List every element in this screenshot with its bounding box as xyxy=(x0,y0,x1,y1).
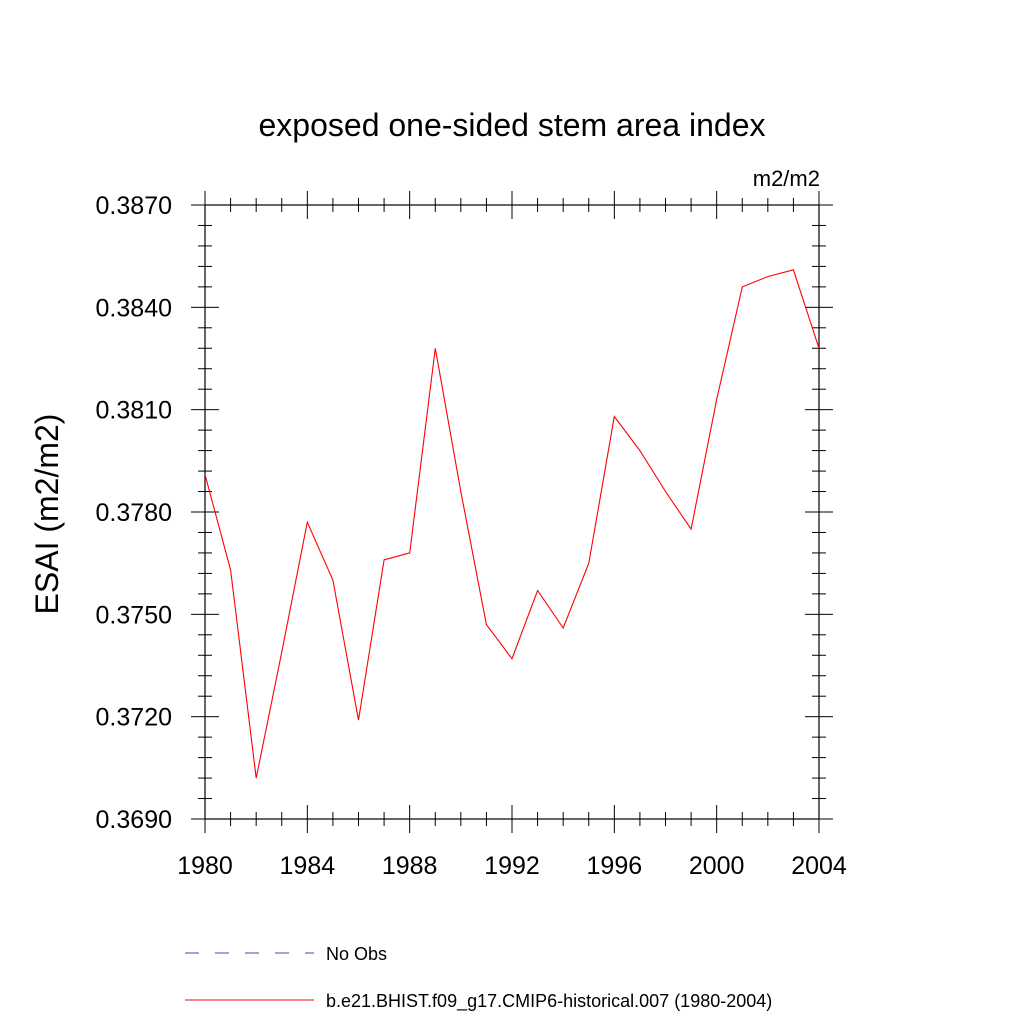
x-tick-label: 1980 xyxy=(177,852,233,880)
x-tick-label: 1984 xyxy=(280,852,336,880)
x-tick-labels: 1980 1984 1988 1992 1996 2000 2004 xyxy=(177,852,847,880)
y-tick-label: 0.3810 xyxy=(96,397,172,425)
legend: No Obs b.e21.BHIST.f09_g17.CMIP6-historic… xyxy=(185,944,772,1012)
y-tick-labels: 0.3690 0.3720 0.3750 0.3780 0.3810 0.3840 0.38… xyxy=(96,192,172,834)
series-line xyxy=(204,269,820,779)
x-tick-label: 1988 xyxy=(382,852,438,880)
x-tick-label: 2004 xyxy=(791,852,847,880)
x-tick-label: 1996 xyxy=(587,852,643,880)
series-group xyxy=(204,269,820,779)
x-tick-label: 1992 xyxy=(484,852,540,880)
legend-label: b.e21.BHIST.f09_g17.CMIP6-historical.007… xyxy=(326,991,772,1012)
plot-frame xyxy=(204,204,820,820)
x-tick-label: 2000 xyxy=(689,852,745,880)
y-tick-label: 0.3720 xyxy=(96,704,172,732)
y-tick-label: 0.3780 xyxy=(96,499,172,527)
y-tick-label: 0.3690 xyxy=(96,806,172,834)
axis-ticks xyxy=(191,191,833,833)
y-tick-label: 0.3870 xyxy=(96,192,172,220)
y-tick-label: 0.3750 xyxy=(96,601,172,629)
y-tick-label: 0.3840 xyxy=(96,294,172,322)
legend-label: No Obs xyxy=(326,944,387,964)
chart-title: exposed one-sided stem area index xyxy=(259,107,766,143)
y-axis-label: ESAI (m2/m2) xyxy=(29,414,65,615)
units-label: m2/m2 xyxy=(753,166,820,191)
